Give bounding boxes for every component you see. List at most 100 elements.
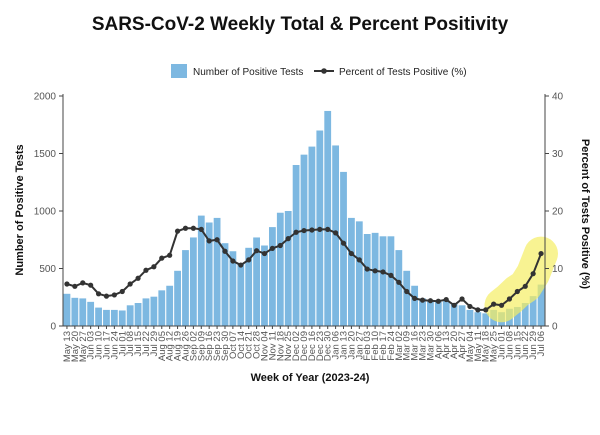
x-tick-label: Nov 04 bbox=[260, 331, 271, 361]
positivity-point bbox=[427, 298, 434, 304]
positivity-point bbox=[538, 250, 544, 257]
positivity-point bbox=[530, 271, 536, 277]
y-tick-label: 500 bbox=[39, 264, 56, 275]
positivity-point bbox=[253, 248, 260, 254]
positivity-point bbox=[491, 301, 497, 307]
x-tick-label: May 04 bbox=[465, 331, 476, 362]
x-tick-label: Feb 17 bbox=[378, 331, 389, 361]
positivity-point bbox=[285, 236, 291, 242]
x-tick-label: Sep 16 bbox=[204, 331, 215, 361]
positivity-point bbox=[356, 257, 362, 263]
positivity-point bbox=[198, 226, 204, 232]
x-tick-label: Jun 15 bbox=[512, 331, 523, 360]
x-tick-label: Jan 27 bbox=[354, 331, 365, 360]
bar bbox=[71, 297, 79, 326]
bar bbox=[205, 222, 213, 326]
bar bbox=[166, 285, 174, 326]
bar bbox=[324, 110, 332, 326]
x-tick-label: Jan 20 bbox=[346, 331, 357, 360]
positivity-point bbox=[404, 288, 410, 295]
positivity-point bbox=[206, 238, 212, 244]
x-tick-label: May 13 bbox=[62, 331, 73, 362]
x-tick-label: Dec 23 bbox=[315, 331, 326, 361]
x-tick-label: Sep 30 bbox=[220, 331, 231, 361]
x-tick-label: Mar 23 bbox=[418, 331, 429, 361]
bar bbox=[213, 217, 221, 326]
positivity-point bbox=[380, 269, 386, 275]
bar bbox=[95, 307, 102, 326]
x-tick-label: Jan 13 bbox=[339, 331, 350, 360]
x-tick-label: Jul 01 bbox=[117, 331, 128, 356]
bar bbox=[474, 312, 482, 326]
positivity-point bbox=[103, 293, 110, 299]
positivity-point bbox=[214, 237, 220, 243]
bar bbox=[300, 154, 308, 326]
bar bbox=[482, 313, 490, 326]
bar bbox=[529, 296, 537, 326]
bar bbox=[387, 236, 395, 326]
x-tick-label: May 11 bbox=[473, 331, 484, 361]
x-tick-label: May 20 bbox=[70, 331, 81, 362]
positivity-point bbox=[88, 282, 94, 288]
bar bbox=[269, 227, 276, 326]
bar bbox=[419, 298, 426, 326]
positivity-point bbox=[174, 228, 181, 234]
chart-title: SARS-CoV-2 Weekly Total & Percent Positi… bbox=[92, 14, 509, 35]
x-tick-label: Sep 09 bbox=[196, 331, 207, 361]
positivity-point bbox=[119, 288, 125, 295]
x-tick-label: Dec 16 bbox=[307, 331, 318, 361]
x-tick-label: Aug 19 bbox=[173, 331, 184, 361]
bar bbox=[427, 301, 434, 326]
bar bbox=[348, 217, 355, 326]
y-axis-title: Number of Positive Tests bbox=[14, 144, 26, 275]
x-tick-label: Jan 06 bbox=[331, 331, 342, 360]
x-tick-label: May 27 bbox=[78, 331, 89, 362]
positivity-point bbox=[388, 272, 394, 278]
x-tick-label: Apr 06 bbox=[433, 331, 444, 359]
bar bbox=[395, 250, 403, 326]
bar bbox=[197, 215, 205, 326]
positivity-point bbox=[396, 279, 402, 285]
x-tick-label: Jul 29 bbox=[149, 331, 160, 356]
bar bbox=[110, 309, 118, 326]
bar bbox=[79, 298, 87, 326]
bar bbox=[63, 293, 71, 326]
positivity-point bbox=[190, 225, 196, 231]
x-tick-label: Jul 22 bbox=[141, 331, 152, 356]
x-tick-label: Dec 09 bbox=[299, 331, 310, 361]
x-tick-label: Jun 22 bbox=[520, 331, 531, 360]
positivity-point bbox=[475, 307, 481, 313]
bar bbox=[142, 298, 150, 326]
positivity-point bbox=[325, 226, 331, 232]
bar bbox=[434, 301, 442, 326]
bar bbox=[118, 310, 126, 326]
positivity-point bbox=[435, 298, 441, 304]
legend-label-line: Percent of Tests Positive (%) bbox=[339, 67, 467, 78]
bar bbox=[363, 234, 371, 326]
x-tick-label: Sep 02 bbox=[188, 331, 199, 361]
bar bbox=[174, 270, 181, 326]
positivity-point bbox=[372, 268, 378, 274]
positivity-point bbox=[443, 296, 449, 303]
bar bbox=[466, 309, 474, 326]
positivity-point bbox=[167, 252, 173, 258]
positivity-point bbox=[333, 230, 339, 236]
bar bbox=[229, 251, 237, 326]
positivity-point bbox=[135, 275, 141, 281]
x-tick-label: Aug 12 bbox=[165, 331, 176, 361]
positivity-point bbox=[127, 281, 133, 287]
legend-swatch-point bbox=[321, 68, 327, 74]
bar bbox=[371, 232, 379, 326]
y-tick-label: 1000 bbox=[34, 207, 57, 218]
x-tick-label: Jul 15 bbox=[133, 331, 144, 356]
x-tick-label: Jun 03 bbox=[86, 331, 97, 360]
x-tick-label: Mar 02 bbox=[394, 331, 405, 361]
x-tick-label: Oct 14 bbox=[236, 331, 247, 359]
x-tick-label: Jun 29 bbox=[528, 331, 539, 360]
positivity-point bbox=[293, 229, 299, 235]
x-tick-label: Apr 27 bbox=[457, 331, 468, 359]
y-tick-label: 2000 bbox=[34, 92, 57, 103]
positivity-point bbox=[277, 242, 283, 249]
x-tick-label: Oct 28 bbox=[252, 331, 263, 359]
